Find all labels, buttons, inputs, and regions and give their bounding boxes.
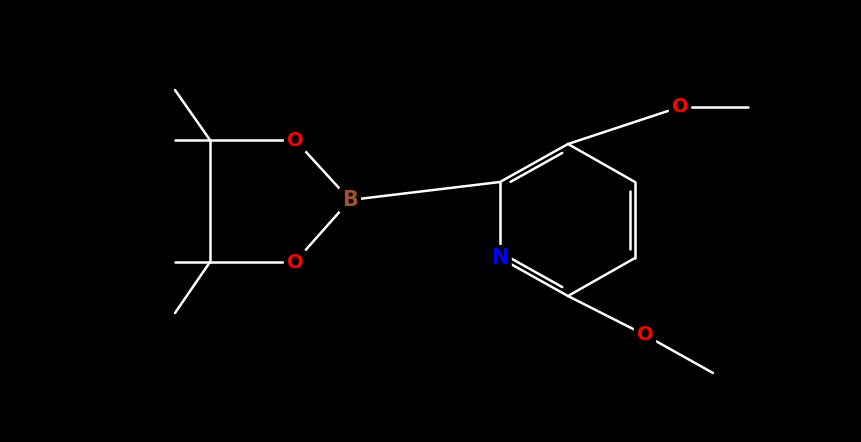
Text: B: B — [342, 190, 358, 210]
Text: O: O — [636, 325, 653, 344]
Text: O: O — [287, 130, 303, 149]
Text: O: O — [287, 252, 303, 271]
Text: N: N — [492, 248, 509, 268]
Text: O: O — [672, 98, 688, 117]
